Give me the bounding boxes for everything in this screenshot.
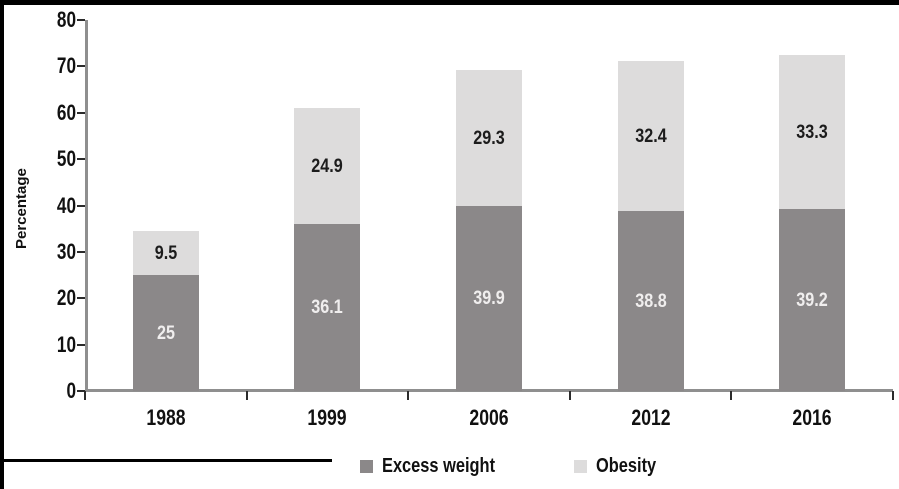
- y-tick: [77, 297, 85, 300]
- x-category-label: 2016: [792, 405, 832, 430]
- legend-item-excess-weight: Excess weight: [360, 456, 520, 476]
- y-tick-label: 50: [56, 146, 76, 172]
- y-tick-label: 60: [56, 99, 76, 125]
- y-tick-label: 40: [56, 192, 76, 218]
- bar-segment-obesity: 24.9: [294, 108, 361, 224]
- legend-swatch-icon: [574, 459, 587, 473]
- legend-label: Excess weight: [382, 455, 496, 477]
- frame-bottom-left-line: [0, 459, 332, 462]
- x-tick: [892, 391, 894, 400]
- legend-swatch-icon: [360, 459, 373, 473]
- bar-value-label: 9.5: [154, 243, 178, 265]
- bar-segment-excess-weight: 39.9: [456, 205, 522, 391]
- x-category-label: 2012: [631, 405, 671, 430]
- bar-value-label: 25: [156, 323, 175, 345]
- bar-segment-excess-weight: 36.1: [294, 223, 361, 391]
- y-tick: [77, 250, 85, 253]
- y-tick: [77, 111, 85, 114]
- bar-segment-obesity: 32.4: [617, 60, 684, 212]
- y-tick: [77, 19, 85, 21]
- x-tick: [568, 391, 571, 400]
- x-category-label: 2006: [469, 405, 509, 430]
- x-tick: [407, 391, 410, 400]
- frame-left-strip: [0, 0, 4, 489]
- bar-segment-excess-weight: 39.2: [779, 209, 846, 391]
- bar-value-label: 33.3: [796, 121, 828, 143]
- y-axis-title: Percentage: [13, 168, 30, 250]
- bar-segment-excess-weight: 25: [132, 275, 199, 391]
- frame-top-bar: [0, 0, 899, 5]
- bar-value-label: 24.9: [311, 155, 344, 177]
- x-category-label: 1988: [146, 405, 186, 430]
- x-tick: [245, 391, 248, 400]
- bar-value-label: 29.3: [473, 128, 505, 150]
- bar-segment-obesity: 29.3: [456, 70, 522, 206]
- x-tick: [84, 391, 86, 400]
- y-tick-label: 80: [56, 7, 76, 32]
- bar-segment-obesity: 9.5: [132, 231, 199, 276]
- legend-item-obesity: Obesity: [574, 456, 669, 476]
- x-category-label: 1999: [307, 405, 347, 430]
- bar-value-label: 38.8: [634, 291, 667, 313]
- bar-value-label: 39.2: [796, 290, 828, 312]
- y-tick: [77, 204, 85, 207]
- y-tick-label: 20: [56, 285, 76, 311]
- legend-label: Obesity: [596, 455, 657, 477]
- y-axis-line: [85, 20, 88, 391]
- y-tick-label: 30: [56, 238, 76, 264]
- y-tick: [77, 158, 85, 161]
- y-tick: [77, 65, 85, 68]
- bar-value-label: 32.4: [634, 125, 667, 147]
- y-tick-label: 10: [56, 331, 76, 357]
- bar-segment-excess-weight: 38.8: [617, 211, 684, 391]
- bar-segment-obesity: 33.3: [779, 54, 846, 210]
- x-tick: [730, 391, 733, 400]
- y-tick: [77, 390, 85, 392]
- bar-value-label: 36.1: [311, 297, 344, 319]
- y-tick: [77, 343, 85, 346]
- y-tick-label: 70: [56, 53, 76, 79]
- bar-value-label: 39.9: [473, 288, 505, 310]
- y-tick-label: 0: [66, 378, 76, 403]
